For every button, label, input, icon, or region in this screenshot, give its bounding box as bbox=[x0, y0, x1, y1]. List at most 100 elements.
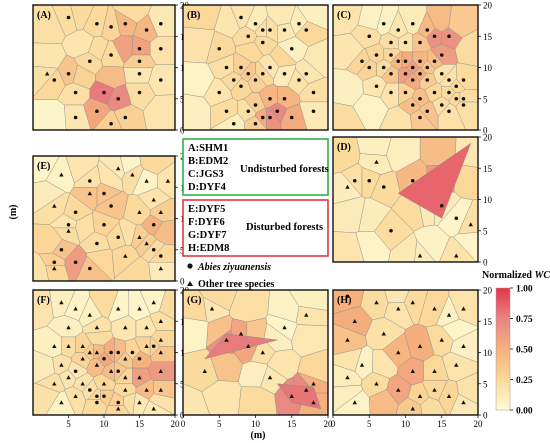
voronoi-cell bbox=[33, 99, 67, 130]
abies-point bbox=[88, 179, 92, 183]
abies-point bbox=[410, 21, 415, 26]
abies-point bbox=[217, 46, 222, 51]
abies-point bbox=[102, 222, 106, 227]
voronoi-cell bbox=[265, 5, 296, 26]
other-species-point bbox=[123, 325, 128, 330]
panel-dyf6: (F)051015205101520 bbox=[32, 286, 190, 429]
abies-point bbox=[367, 34, 372, 39]
abies-point bbox=[425, 28, 430, 32]
abies-point bbox=[151, 247, 156, 252]
abies-point bbox=[130, 350, 135, 355]
abies-point bbox=[304, 71, 309, 76]
abies-point bbox=[116, 235, 120, 240]
panel-label: (A) bbox=[37, 10, 51, 21]
abies-point bbox=[268, 96, 272, 101]
colorbar bbox=[495, 287, 511, 411]
abies-point bbox=[275, 109, 280, 114]
other-species-point bbox=[73, 306, 78, 311]
abies-point bbox=[239, 84, 243, 89]
other-species-point bbox=[396, 387, 401, 392]
voronoi-cell bbox=[123, 67, 154, 84]
other-species-point bbox=[151, 406, 156, 411]
other-species-point bbox=[224, 337, 229, 342]
other-species-point bbox=[352, 400, 357, 405]
abies-point bbox=[297, 21, 301, 26]
abies-point bbox=[418, 71, 422, 76]
other-species-point bbox=[209, 306, 215, 311]
abies-point bbox=[403, 59, 408, 64]
y-tick-label: 20 bbox=[483, 1, 493, 11]
abies-point bbox=[410, 78, 415, 82]
panel-jgs3: (C) 0 5 10 15 20 bbox=[332, 1, 493, 136]
other-species-point bbox=[410, 369, 415, 374]
voronoi-cell bbox=[368, 389, 399, 415]
other-species-point bbox=[468, 222, 473, 227]
hotspot-cell bbox=[204, 333, 278, 360]
voronoi-cell bbox=[112, 35, 134, 64]
voronoi-cell bbox=[159, 290, 175, 321]
other-species-point bbox=[144, 344, 149, 349]
voronoi-cell bbox=[33, 180, 67, 214]
other-species-point bbox=[94, 362, 100, 367]
other-species-point bbox=[345, 184, 350, 189]
abies-point bbox=[403, 90, 408, 95]
abies-point bbox=[253, 103, 258, 107]
voronoi-cell bbox=[333, 137, 361, 174]
other-species-point bbox=[130, 172, 135, 177]
disturbed-item-f: F:DYF6 bbox=[188, 217, 225, 228]
abies-point bbox=[418, 59, 422, 64]
voronoi-cell bbox=[84, 330, 114, 346]
other-species-point bbox=[116, 306, 121, 311]
voronoi-cell bbox=[148, 393, 175, 415]
other-species-point bbox=[446, 312, 452, 317]
voronoi-cell bbox=[86, 248, 115, 281]
abies-point bbox=[246, 71, 251, 76]
voronoi-cell bbox=[291, 324, 328, 358]
voronoi-cell bbox=[206, 314, 233, 348]
abies-point bbox=[396, 59, 401, 64]
abies-point bbox=[439, 103, 444, 107]
voronoi-cell bbox=[33, 290, 54, 331]
abies-point bbox=[116, 96, 120, 101]
other-species-point bbox=[282, 325, 287, 330]
voronoi-cell bbox=[88, 290, 119, 319]
voronoi-cell bbox=[266, 107, 282, 130]
other-species-legend-marker bbox=[187, 281, 193, 286]
abies-point bbox=[73, 115, 78, 120]
other-species-point bbox=[381, 331, 386, 336]
abies-point bbox=[260, 40, 265, 45]
voronoi-cell bbox=[420, 397, 447, 415]
voronoi-cell bbox=[95, 65, 127, 89]
disturbed-item-g: G:DYF7 bbox=[188, 230, 227, 241]
panel-label: (B) bbox=[187, 10, 200, 21]
abies-point bbox=[374, 84, 379, 89]
abies-point bbox=[102, 394, 106, 399]
abies-point bbox=[432, 59, 437, 64]
y-tick-label: 10 bbox=[483, 195, 493, 205]
other-species-point bbox=[374, 300, 379, 305]
other-species-point bbox=[87, 350, 92, 355]
other-species-point bbox=[151, 300, 156, 305]
abies-point bbox=[410, 178, 415, 183]
abies-point bbox=[224, 65, 229, 70]
y-tick-label: 20 bbox=[483, 133, 493, 143]
abies-point bbox=[137, 59, 142, 64]
abies-point bbox=[95, 109, 99, 114]
voronoi-cell bbox=[356, 137, 392, 156]
voronoi-cell bbox=[75, 212, 95, 244]
other-species-point bbox=[352, 319, 357, 324]
voronoi-cell bbox=[33, 250, 49, 281]
abies-point bbox=[95, 394, 99, 399]
abies-point bbox=[389, 228, 393, 233]
abies-point bbox=[224, 109, 229, 114]
abies-point bbox=[260, 71, 265, 76]
other-species-point bbox=[151, 197, 156, 202]
other-species-point bbox=[158, 350, 163, 355]
y-tick-label: 15 bbox=[483, 317, 493, 327]
abies-point bbox=[109, 121, 113, 126]
abies-point bbox=[432, 34, 437, 39]
other-species-point bbox=[158, 387, 163, 392]
abies-point bbox=[246, 34, 251, 39]
other-species-point bbox=[101, 381, 107, 386]
other-species-point bbox=[432, 306, 437, 311]
